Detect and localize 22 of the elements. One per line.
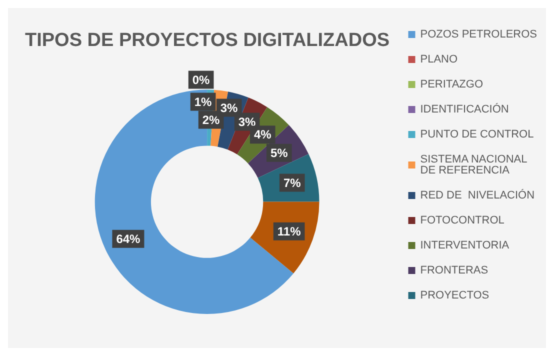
chart-title: TIPOS DE PROYECTOS DIGITALIZADOS bbox=[25, 30, 390, 51]
legend-label: INTERVENTORIA bbox=[420, 240, 510, 252]
data-label: 3% bbox=[220, 100, 238, 115]
data-label: 3% bbox=[238, 114, 256, 129]
data-label: 64% bbox=[116, 232, 141, 246]
data-label: 7% bbox=[283, 176, 302, 190]
legend-label: RED DE NIVELACIÓN bbox=[420, 188, 535, 202]
legend-label: FRONTERAS bbox=[420, 264, 488, 276]
legend-label: POZOS PETROLEROS bbox=[420, 28, 538, 40]
legend-label: IDENTIFICACIÓN bbox=[420, 102, 509, 116]
data-label: 1% bbox=[194, 94, 212, 109]
legend-label: PROYECTOS bbox=[420, 290, 490, 302]
legend-label: PUNTO DE CONTROL bbox=[420, 128, 534, 140]
data-label: 2% bbox=[202, 112, 220, 127]
legend-label: PLANO bbox=[420, 54, 458, 66]
data-label: 5% bbox=[270, 146, 288, 160]
data-label: 4% bbox=[254, 128, 272, 142]
legend-label: FOTOCONTROL bbox=[420, 214, 504, 226]
data-label: 11% bbox=[277, 224, 302, 238]
text: 0% bbox=[192, 72, 210, 87]
legend-label: SISTEMA NACIONAL DE REFERENCIA bbox=[420, 154, 528, 176]
legend-label: PERITAZGO bbox=[420, 78, 484, 90]
